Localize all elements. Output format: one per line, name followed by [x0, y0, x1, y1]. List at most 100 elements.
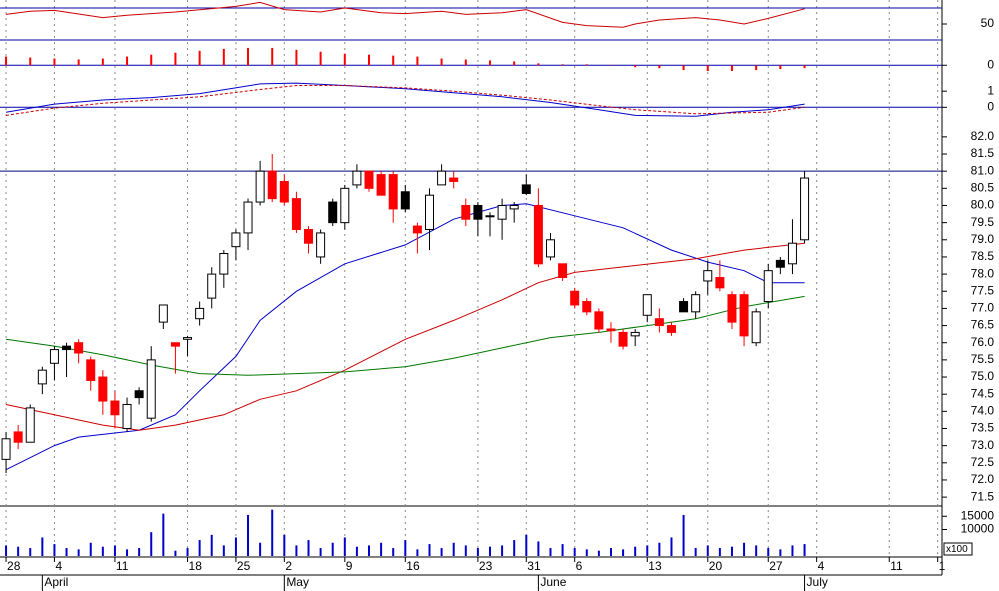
candle-body [691, 294, 701, 313]
x-tick-label: 31 [527, 559, 541, 573]
x-tick-label: 13 [648, 559, 662, 573]
y-tick-label: 15000 [961, 508, 995, 522]
y-tick-label: 76.5 [971, 318, 995, 332]
month-label: May [286, 575, 309, 589]
candle-body [25, 407, 35, 443]
bar [791, 545, 794, 556]
x-tick-label: 23 [479, 559, 493, 573]
candle-body [533, 204, 543, 265]
candle-body [594, 311, 604, 330]
bar [404, 540, 407, 556]
bar [150, 54, 153, 66]
candle-body [243, 201, 253, 234]
bar [476, 548, 479, 556]
candle-body [739, 294, 749, 337]
bar [452, 542, 455, 556]
bar [597, 550, 600, 556]
candle-body [376, 174, 386, 196]
bar [77, 59, 80, 66]
candle-body [134, 390, 144, 399]
bar [77, 549, 80, 556]
y-tick-label: 74.5 [971, 386, 995, 400]
bar [368, 54, 371, 66]
candle-body [183, 337, 193, 340]
candle-body [388, 174, 398, 210]
x-tick-label: 6 [576, 559, 583, 573]
bar [162, 513, 165, 556]
bar [380, 542, 383, 556]
bar [198, 540, 201, 556]
bar [392, 548, 395, 556]
candle-body [800, 177, 810, 241]
series-line [5, 1, 805, 28]
bar [186, 548, 189, 556]
bar [706, 545, 709, 556]
bar [271, 509, 274, 556]
candle-body [521, 184, 531, 194]
bar [803, 65, 806, 69]
y-tick-label: 79.0 [971, 232, 995, 246]
x-tick-label: 2 [285, 559, 292, 573]
bar [658, 542, 661, 556]
bar [634, 65, 637, 68]
bar [259, 542, 262, 556]
bar [41, 537, 44, 556]
series-line [5, 203, 805, 471]
y-tick-label: 1 [987, 83, 994, 97]
candle-body [679, 301, 689, 313]
y-tick-label: 75.0 [971, 369, 995, 383]
y-tick-label: 80.0 [971, 198, 995, 212]
candle-body [485, 215, 495, 218]
candle-body [158, 304, 168, 323]
bar [126, 549, 129, 556]
bar [646, 545, 649, 556]
bar [428, 544, 431, 556]
bar [29, 57, 32, 66]
bar [343, 53, 346, 66]
bar [174, 52, 177, 66]
x-tick-label: 18 [189, 559, 203, 573]
y-tick-label: 78.0 [971, 266, 995, 280]
y-tick-label: 0 [987, 99, 994, 113]
bar [488, 546, 491, 556]
bar [222, 48, 225, 66]
candle-body [412, 225, 422, 234]
candle-body [425, 194, 435, 230]
bar [295, 49, 298, 66]
candle-body [400, 191, 410, 210]
bar [416, 56, 419, 66]
candle-body [49, 349, 59, 364]
series-line [5, 242, 805, 431]
bar [440, 548, 443, 556]
candle-body [654, 318, 664, 327]
bar [355, 546, 358, 556]
candle-body [558, 263, 568, 279]
bar [779, 549, 782, 556]
candle-body [267, 170, 277, 200]
bar [730, 546, 733, 556]
y-tick-label: 80.5 [971, 180, 995, 194]
month-label: July [807, 575, 828, 589]
bar [198, 50, 201, 66]
bar [573, 548, 576, 556]
bar [513, 61, 516, 66]
candle-body [642, 294, 652, 316]
y-tick-label: 10000 [961, 522, 995, 536]
y-tick-label: 72.5 [971, 455, 995, 469]
x-tick-label: 20 [709, 559, 723, 573]
bar [622, 549, 625, 556]
candle-body [618, 331, 628, 347]
y-tick-label: 79.5 [971, 215, 995, 229]
bar [174, 550, 177, 556]
x-tick-label: 25 [237, 559, 251, 573]
y-tick-label: 74.0 [971, 404, 995, 418]
candle-body [170, 342, 180, 347]
candle-body [1, 438, 11, 460]
bar [767, 548, 770, 556]
candle-body [255, 170, 265, 203]
y-tick-label: 72.0 [971, 472, 995, 486]
candle-body [630, 331, 640, 337]
unit-box [943, 542, 973, 556]
candle-body [279, 180, 289, 203]
bar [126, 56, 129, 66]
